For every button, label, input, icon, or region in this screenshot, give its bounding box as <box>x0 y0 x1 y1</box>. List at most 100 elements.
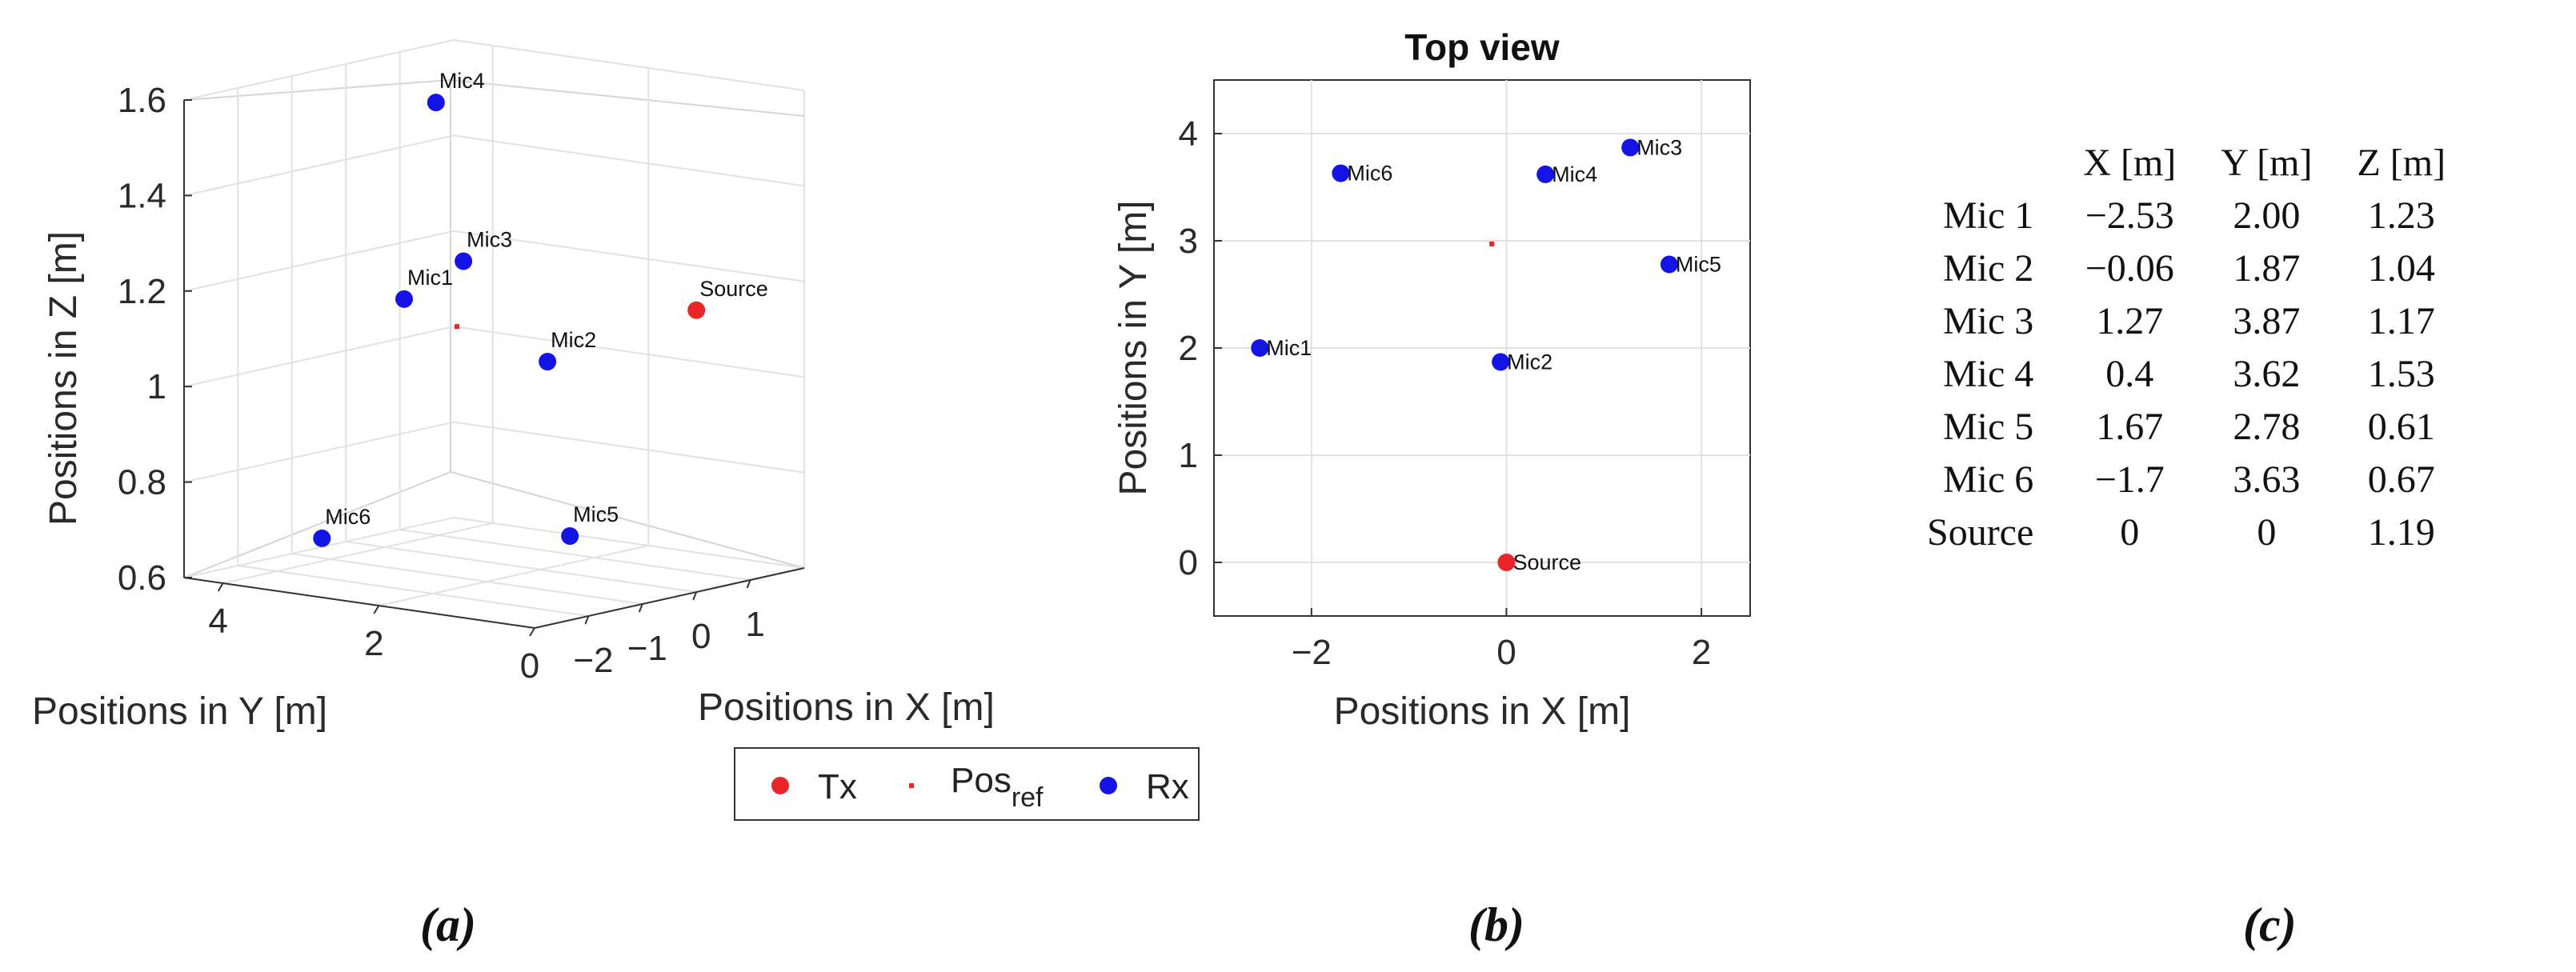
tick-mark-x <box>638 603 643 613</box>
table-cell: 2.00 <box>2233 194 2301 237</box>
grid-line-x <box>290 76 643 605</box>
legend-marker-posref <box>909 783 914 788</box>
table-cell: Mic 4 <box>1942 352 2034 395</box>
point-label: Mic6 <box>325 505 371 529</box>
tick-label-y: 4 <box>1179 114 1198 154</box>
point-mic6 <box>313 529 331 547</box>
tick-mark-x <box>584 615 590 625</box>
grid-line-z <box>183 38 805 101</box>
point-mic1 <box>395 290 414 308</box>
table-row: Source 0 0 1.19 <box>1905 506 2468 558</box>
point-label: Mic1 <box>407 266 453 290</box>
point-label: Mic3 <box>467 227 512 251</box>
point-posref <box>1489 242 1495 247</box>
table-cell: 0.67 <box>2367 458 2435 501</box>
tick-label-x: 2 <box>1692 633 1711 672</box>
table-cell: Mic 3 <box>1942 299 2034 342</box>
table-cell: Source <box>1927 510 2034 554</box>
x-axis-line <box>534 567 805 629</box>
xlabel-2d: Positions in X [m] <box>1334 690 1631 733</box>
point-label: Mic2 <box>1507 350 1552 374</box>
point-source <box>1497 554 1516 571</box>
tick-label-z: 1 <box>147 367 166 406</box>
point-mic3 <box>1621 138 1640 157</box>
zlabel-3d: Positions in Z [m] <box>42 231 85 526</box>
xlabel-3d: Positions in X [m] <box>698 686 995 729</box>
coordinates-table: X [m] Y [m] Z [m] Mic 1 −2.53 2.00 1.23 … <box>1905 136 2468 558</box>
tick-label-x: 0 <box>1496 633 1516 672</box>
point-label: Mic5 <box>1676 252 1721 276</box>
legend-label-tx: Tx <box>818 767 857 806</box>
tick-mark-x <box>746 579 751 589</box>
table-cell: 1.23 <box>2367 194 2435 237</box>
point-label: Mic2 <box>551 328 596 352</box>
title-top-view: Top view <box>1404 26 1560 68</box>
point-mic5 <box>561 527 579 546</box>
table-cell: Mic 6 <box>1942 458 2034 501</box>
panel-label-b: (b) <box>1468 898 1524 951</box>
point-mic4 <box>1536 165 1555 183</box>
point-mic2 <box>1492 353 1510 371</box>
tick-label-z: 1.2 <box>118 272 166 311</box>
table-cell: 1.27 <box>2096 299 2164 342</box>
tick-label-z: 1.4 <box>118 176 166 215</box>
table-row: Mic 2 −0.06 1.87 1.04 <box>1905 242 2468 294</box>
ylabel-2d: Positions in Y [m] <box>1112 200 1155 495</box>
grid-line-z <box>183 516 805 578</box>
tick-mark-y <box>529 627 535 637</box>
table-cell: 0 <box>2120 510 2140 554</box>
point-label: Mic6 <box>1347 162 1392 186</box>
grid-line-y <box>379 68 650 606</box>
point-mic4 <box>427 94 445 112</box>
tick-label-y: 0 <box>520 646 539 686</box>
tick-label-y: 4 <box>208 602 227 641</box>
tick-label-z: 0.8 <box>118 463 166 502</box>
table-cell: −2.53 <box>2085 194 2174 237</box>
points-2d: Source Mic1 Mic2 Mic3 Mic4 Mic5 Mic6 <box>1251 135 1721 574</box>
tick-mark-y <box>373 605 380 614</box>
grid-line-z <box>183 134 805 197</box>
point-mic1 <box>1251 339 1269 357</box>
grid-line-x <box>399 52 751 581</box>
table-cell: −1.7 <box>2094 458 2165 501</box>
table-row: Mic 5 1.67 2.78 0.61 <box>1905 400 2468 453</box>
table-row: Mic 4 0.4 3.62 1.53 <box>1905 347 2468 400</box>
table-header: Y [m] <box>2221 141 2313 184</box>
grid-line-z <box>183 421 805 483</box>
tick-label-y: 2 <box>1179 329 1198 368</box>
grid-line-x <box>237 88 589 617</box>
tick-mark-x <box>692 591 698 601</box>
table-cell: 1.53 <box>2367 352 2435 395</box>
grid-line-z <box>183 230 805 292</box>
legend-marker-tx <box>771 777 789 794</box>
legend-marker-rx <box>1100 777 1117 794</box>
y-axis-line <box>183 577 535 629</box>
points-3d: Source Mic1 Mic2 Mic3 Mic4 Mic5 Mic6 <box>313 69 768 547</box>
table-row: Mic 3 1.27 3.87 1.17 <box>1905 294 2468 347</box>
table-header <box>1905 136 2061 189</box>
table-cell: 1.17 <box>2367 299 2435 342</box>
point-label: Mic4 <box>439 69 485 93</box>
table-cell: 2.78 <box>2233 405 2301 448</box>
point-label: Mic1 <box>1266 336 1312 360</box>
tick-label-x: −2 <box>1292 633 1332 672</box>
panel-b-top-view: −2 0 2 0 1 2 3 4 Source Mic1 Mic2 Mic3 Mic4 Mic5 Mic6… <box>1112 26 1751 733</box>
table-header: X [m] <box>2083 141 2177 184</box>
legend-box <box>734 747 1200 821</box>
tick-mark-y <box>217 582 224 592</box>
point-label: Mic5 <box>573 502 619 526</box>
point-mic6 <box>1332 164 1350 182</box>
table-cell: 3.87 <box>2233 299 2301 342</box>
ylabel-3d: Positions in Y [m] <box>32 690 327 733</box>
table-cell: 0.61 <box>2367 405 2435 448</box>
panel-label-a: (a) <box>420 898 476 951</box>
table-header: Z [m] <box>2357 141 2446 184</box>
grid-line-x <box>345 64 697 593</box>
legend-label-posref: Posref <box>951 761 1044 813</box>
table-cell: 0 <box>2257 510 2277 554</box>
legend: Tx Posref Rx <box>734 747 1200 821</box>
table-cell: Mic 1 <box>1942 194 2034 237</box>
grid-line-z <box>183 326 805 388</box>
tick-label-z: 1.6 <box>118 81 166 120</box>
